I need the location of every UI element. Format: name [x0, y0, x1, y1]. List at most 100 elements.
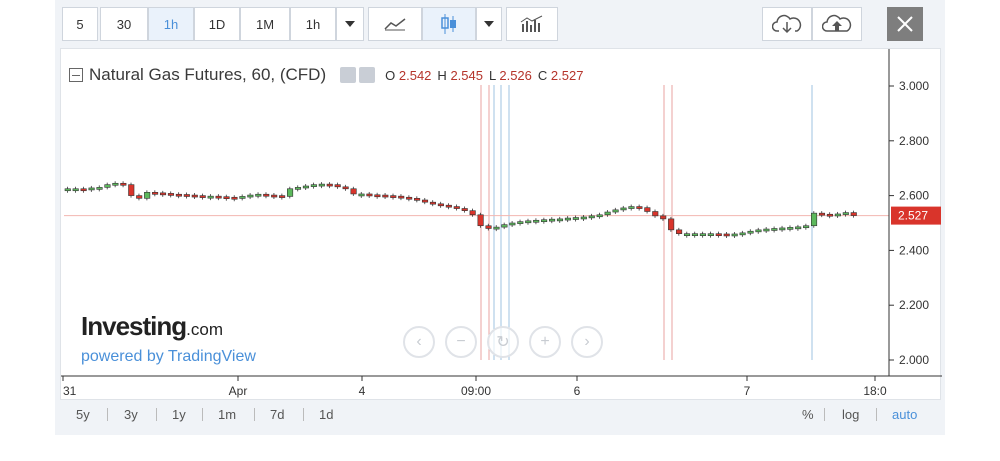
price-axis[interactable]: 3.000 2.800 2.600 2.400 2.200 2.000 2.527 [888, 49, 941, 376]
candle [636, 206, 643, 209]
candle [779, 227, 786, 231]
candle [549, 218, 556, 222]
interval-label: 5 [76, 16, 84, 32]
high-value: 2.545 [450, 67, 483, 83]
candle [374, 194, 381, 198]
candle [144, 192, 151, 199]
zoom-out-button[interactable]: − [445, 326, 477, 358]
interval-1m-button[interactable]: 1M [240, 7, 290, 41]
chart-type-dropdown-button[interactable] [476, 7, 502, 41]
candle [223, 196, 230, 199]
time-tick-label: 4 [359, 384, 366, 398]
time-tick-label: 6 [574, 384, 581, 398]
divider [876, 408, 877, 421]
brand-name: Investing [81, 311, 187, 341]
candle [231, 196, 238, 200]
close-button[interactable] [887, 7, 923, 41]
zoom-in-button[interactable]: + [529, 326, 561, 358]
toolbar: 5 30 1h 1D 1M 1h [55, 0, 945, 47]
candle [485, 225, 492, 229]
candle [588, 215, 595, 219]
chart-type-area-button[interactable] [368, 7, 422, 41]
time-axis[interactable]: 31 Apr 4 09:00 6 7 18:0 [61, 375, 942, 398]
interval-dropdown-button[interactable] [336, 7, 364, 41]
cloud-upload-button[interactable] [812, 7, 862, 41]
time-tick-label: Apr [229, 384, 248, 398]
candlestick-icon [441, 14, 456, 34]
range-1m-button[interactable]: 1m [218, 407, 237, 422]
minus-icon: − [456, 333, 466, 350]
settings-icon[interactable] [359, 67, 376, 83]
last-price-label: 2.527 [898, 209, 928, 223]
candle [596, 214, 603, 218]
candle [310, 184, 317, 187]
log-scale-toggle[interactable]: log [842, 407, 860, 422]
candle [747, 230, 754, 234]
interval-1d-button[interactable]: 1D [194, 7, 240, 41]
candle [771, 228, 778, 231]
interval-label: 1M [255, 16, 275, 32]
range-1d-button[interactable]: 1d [319, 407, 334, 422]
indicators-button[interactable] [506, 7, 558, 41]
candle [731, 233, 738, 237]
low-label: L [488, 67, 496, 83]
candle [818, 212, 826, 216]
candle [421, 199, 429, 203]
candle [159, 192, 167, 196]
range-7d-button[interactable]: 7d [270, 407, 285, 422]
scroll-right-button[interactable]: › [571, 326, 603, 358]
percent-scale-toggle[interactable]: % [802, 407, 814, 422]
candle [755, 229, 762, 233]
open-label: O [385, 67, 396, 83]
time-tick-label: 18:0 [863, 384, 887, 398]
candle [477, 214, 484, 227]
candle [429, 201, 437, 205]
candle [406, 196, 413, 200]
candle [580, 216, 587, 220]
candle [620, 207, 627, 211]
range-5y-button[interactable]: 5y [76, 407, 90, 422]
chart-area[interactable]: 3.000 2.800 2.600 2.400 2.200 2.000 2.527 31 Ap… [60, 48, 942, 401]
candle [533, 219, 540, 223]
candle [445, 204, 452, 208]
candle [199, 195, 206, 198]
candle [152, 192, 159, 195]
cloud-download-button[interactable] [762, 7, 812, 41]
chart-legend: Natural Gas Futures, 60, (CFD) O 2.542 H… [69, 65, 583, 85]
price-tick-label: 2.800 [899, 134, 929, 148]
candle [215, 195, 222, 199]
chart-type-candle-button[interactable] [422, 7, 476, 41]
candle [167, 193, 175, 196]
candle [572, 217, 579, 220]
close-value: 2.527 [550, 67, 584, 83]
price-tick-label: 2.000 [899, 353, 929, 367]
candle [795, 226, 802, 230]
range-1y-button[interactable]: 1y [172, 407, 186, 422]
price-tick-label: 2.400 [899, 243, 929, 257]
range-3y-button[interactable]: 3y [124, 407, 138, 422]
candle [668, 218, 675, 231]
scroll-left-button[interactable]: ‹ [403, 326, 435, 358]
candle [842, 212, 849, 215]
candle [834, 213, 841, 217]
interval-5-button[interactable]: 5 [62, 7, 98, 41]
candle [803, 225, 810, 229]
range-bar: 5y 3y 1y 1m 7d 1d % log auto [60, 400, 941, 430]
low-value: 2.526 [499, 67, 532, 83]
plus-icon: + [540, 333, 550, 350]
reset-button[interactable]: ↻ [487, 326, 519, 358]
last-price-badge [891, 206, 941, 225]
candle [287, 188, 294, 197]
eye-icon[interactable] [340, 67, 357, 83]
interval-1h-button[interactable]: 1h [148, 7, 194, 41]
interval-30-button[interactable]: 30 [100, 7, 148, 41]
candle [207, 195, 214, 199]
interval-selected-button[interactable]: 1h [290, 7, 336, 41]
candle [88, 187, 95, 191]
auto-scale-toggle[interactable]: auto [892, 407, 918, 422]
candle [390, 195, 397, 198]
collapse-legend-icon[interactable] [69, 68, 83, 82]
candle [707, 233, 714, 236]
candle [175, 193, 182, 197]
price-chart[interactable]: 3.000 2.800 2.600 2.400 2.200 2.000 2.527 31 Ap… [61, 49, 942, 401]
